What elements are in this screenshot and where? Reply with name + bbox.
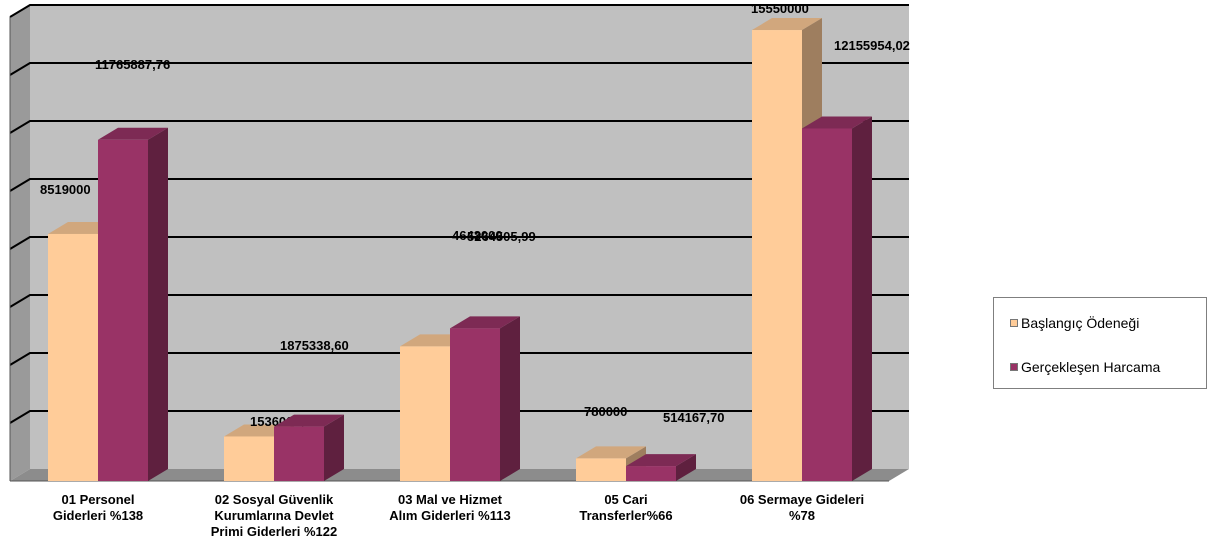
category-label: 01 Personel Giderleri %138 [53, 492, 143, 523]
category-label: 06 Sermaye Gideleri %78 [740, 492, 864, 523]
category-label-line: 02 Sosyal Güvenlik [215, 492, 334, 507]
bar-gerceklesen-3 [450, 328, 500, 481]
bar-baslangic-4 [576, 458, 626, 481]
legend-label-gerceklesen: Gerçekleşen Harcama [1021, 359, 1160, 375]
category-label-line: Primi Giderleri %122 [211, 524, 337, 539]
data-label: 5264505,99 [467, 229, 536, 244]
category-label-line: 06 Sermaye Gideleri [740, 492, 864, 507]
data-label: 11765887,76 [95, 57, 170, 72]
legend-item-gerceklesen: Gerçekleşen Harcama [1010, 359, 1160, 375]
bar-gerceklesen-3-side [500, 316, 520, 481]
legend: Başlangıç Ödeneği Gerçekleşen Harcama [993, 297, 1207, 389]
bar-baslangic-5 [752, 30, 802, 481]
bar-baslangic-3 [400, 346, 450, 481]
bar-gerceklesen-5-side [852, 116, 872, 481]
category-label: 05 Cari Transferler%66 [579, 492, 672, 523]
category-label-line: 03 Mal ve Hizmet [398, 492, 503, 507]
category-label-line: Transferler%66 [579, 508, 672, 523]
legend-label-baslangic: Başlangıç Ödeneği [1021, 315, 1139, 331]
bar-gerceklesen-5 [802, 128, 852, 481]
legend-item-baslangic: Başlangıç Ödeneği [1010, 315, 1139, 331]
data-label: 12155954,02 [834, 38, 910, 53]
category-label-line: 05 Cari [604, 492, 647, 507]
legend-swatch-gerceklesen [1010, 363, 1018, 371]
bar-baslangic-2 [224, 436, 274, 481]
data-label: 780000 [584, 404, 627, 419]
category-label-line: Giderleri %138 [53, 508, 143, 523]
category-label-line: 01 Personel [62, 492, 135, 507]
legend-swatch-baslangic [1010, 319, 1018, 327]
category-label-line: Alım Giderleri %113 [389, 508, 510, 523]
data-label: 1875338,60 [280, 338, 349, 353]
bar-gerceklesen-1 [98, 140, 148, 481]
bar-baslangic-1 [48, 234, 98, 481]
category-label: 02 Sosyal Güvenlik Kurumlarına Devlet Prim… [211, 492, 337, 539]
data-label: 15550000 [751, 1, 809, 16]
bar-gerceklesen-1-side [148, 128, 168, 481]
category-label-line: %78 [789, 508, 815, 523]
category-label: 03 Mal ve Hizmet Alım Giderleri %113 [389, 492, 510, 523]
category-label-line: Kurumlarına Devlet [214, 508, 334, 523]
data-label: 514167,70 [663, 410, 724, 425]
bar-gerceklesen-2 [274, 427, 324, 481]
data-label: 8519000 [40, 182, 91, 197]
bar-gerceklesen-4 [626, 466, 676, 481]
